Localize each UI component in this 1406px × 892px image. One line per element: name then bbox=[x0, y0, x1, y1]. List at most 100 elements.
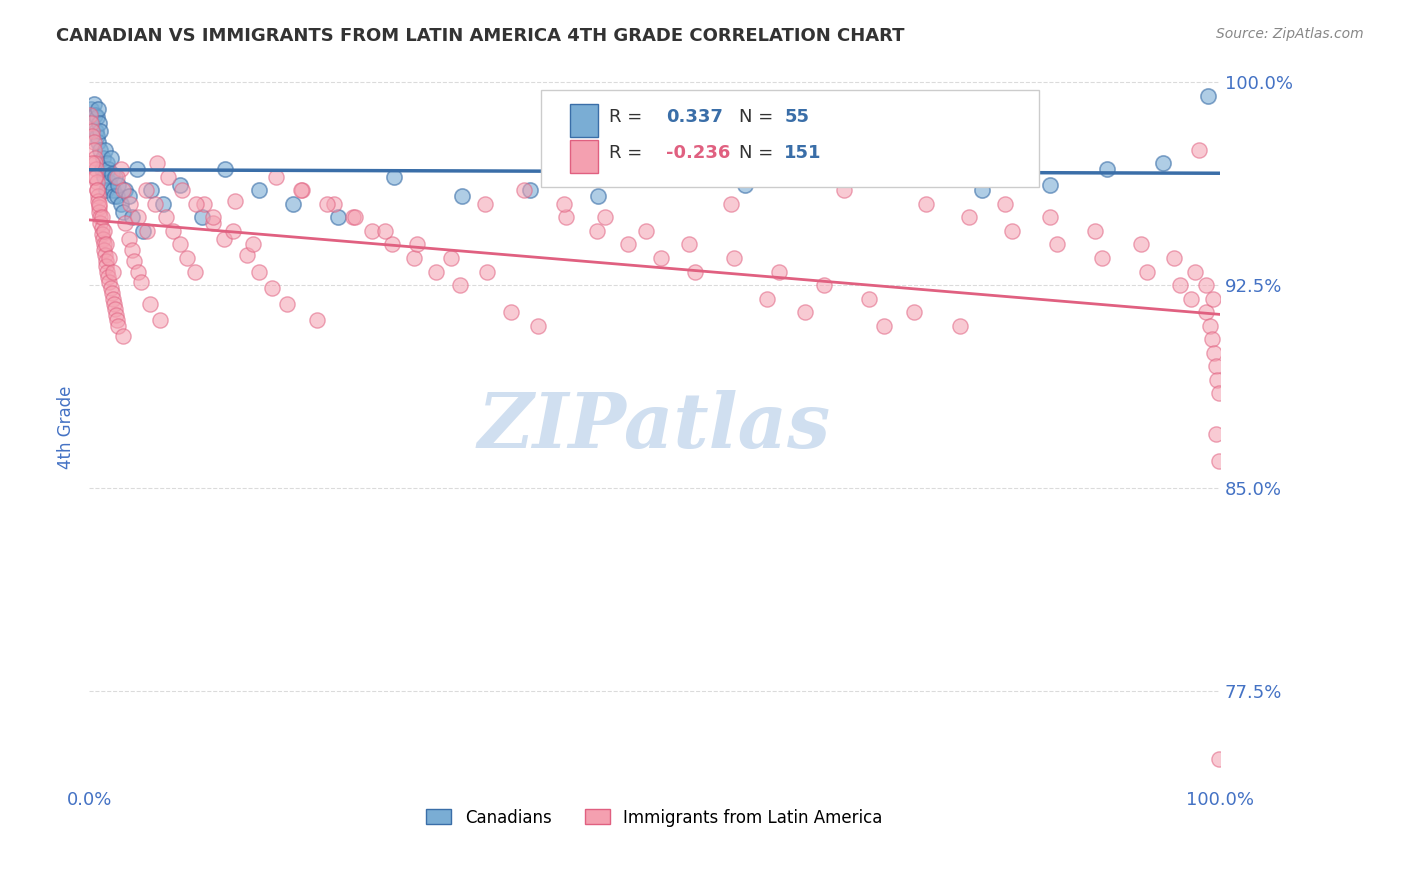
Text: R =: R = bbox=[609, 108, 648, 127]
Point bbox=[381, 237, 404, 252]
Point bbox=[1206, 373, 1229, 387]
Text: -0.236: -0.236 bbox=[665, 145, 730, 162]
Point bbox=[107, 318, 129, 333]
Point bbox=[79, 107, 101, 121]
Point bbox=[170, 183, 193, 197]
Point bbox=[100, 151, 122, 165]
Point bbox=[127, 264, 149, 278]
Point bbox=[221, 224, 243, 238]
Point bbox=[146, 156, 169, 170]
Text: 0.337: 0.337 bbox=[665, 108, 723, 127]
Point bbox=[1180, 292, 1202, 306]
Point bbox=[89, 211, 111, 225]
Point bbox=[169, 237, 191, 252]
Point bbox=[290, 183, 312, 197]
Point bbox=[214, 161, 236, 176]
Point bbox=[402, 251, 425, 265]
Point bbox=[858, 292, 880, 306]
Point bbox=[101, 183, 124, 197]
Point bbox=[1208, 752, 1230, 766]
Point bbox=[82, 124, 104, 138]
Point bbox=[593, 211, 616, 225]
Point bbox=[98, 251, 121, 265]
Point bbox=[104, 169, 127, 184]
Point bbox=[281, 197, 304, 211]
Y-axis label: 4th Grade: 4th Grade bbox=[58, 385, 75, 469]
Point bbox=[1188, 143, 1211, 157]
Point bbox=[83, 107, 105, 121]
Point bbox=[636, 224, 658, 238]
Point bbox=[1205, 359, 1227, 374]
Point bbox=[125, 161, 148, 176]
Text: N =: N = bbox=[740, 108, 779, 127]
Point bbox=[169, 178, 191, 192]
Point bbox=[89, 143, 111, 157]
Point bbox=[107, 178, 129, 192]
Point bbox=[683, 264, 706, 278]
Point bbox=[87, 135, 110, 149]
Point bbox=[291, 183, 314, 197]
Point bbox=[82, 156, 104, 170]
Point bbox=[382, 169, 405, 184]
Point bbox=[84, 161, 107, 176]
Point bbox=[186, 197, 208, 211]
Point bbox=[93, 224, 115, 238]
Point bbox=[83, 156, 105, 170]
Point bbox=[891, 156, 914, 170]
Text: 55: 55 bbox=[785, 108, 810, 127]
Point bbox=[650, 251, 672, 265]
Point bbox=[307, 313, 329, 327]
Point bbox=[155, 211, 177, 225]
Point bbox=[224, 194, 246, 209]
Point bbox=[135, 224, 157, 238]
Legend: Canadians, Immigrants from Latin America: Canadians, Immigrants from Latin America bbox=[418, 800, 891, 835]
Point bbox=[149, 313, 172, 327]
Point bbox=[86, 175, 108, 189]
Point bbox=[83, 143, 105, 157]
Point bbox=[191, 211, 214, 225]
Point bbox=[89, 200, 111, 214]
Point bbox=[157, 169, 180, 184]
Point bbox=[98, 175, 121, 189]
Point bbox=[141, 183, 163, 197]
Point bbox=[1046, 237, 1069, 252]
Point bbox=[105, 313, 128, 327]
Bar bbox=[569, 140, 598, 172]
Point bbox=[499, 305, 522, 319]
Point bbox=[1198, 318, 1220, 333]
Point bbox=[1195, 278, 1218, 293]
Point bbox=[105, 308, 128, 322]
Point bbox=[202, 216, 225, 230]
Point bbox=[80, 102, 103, 116]
Point bbox=[91, 232, 114, 246]
Point bbox=[100, 281, 122, 295]
Point bbox=[873, 318, 896, 333]
Point bbox=[1208, 454, 1230, 468]
Point bbox=[89, 197, 111, 211]
Point bbox=[475, 264, 498, 278]
Point bbox=[1201, 332, 1223, 346]
Point bbox=[93, 169, 115, 184]
Point bbox=[143, 197, 166, 211]
Point bbox=[94, 143, 117, 157]
Point bbox=[264, 169, 287, 184]
Point bbox=[527, 318, 550, 333]
Point bbox=[87, 102, 110, 116]
Point bbox=[90, 211, 112, 225]
Point bbox=[114, 216, 136, 230]
Point bbox=[89, 205, 111, 219]
Point bbox=[105, 188, 128, 202]
Point bbox=[94, 183, 117, 197]
Point bbox=[1163, 251, 1185, 265]
Point bbox=[184, 264, 207, 278]
Point bbox=[1095, 161, 1118, 176]
Point bbox=[86, 183, 108, 197]
Text: 151: 151 bbox=[785, 145, 823, 162]
Point bbox=[83, 151, 105, 165]
Point bbox=[87, 188, 110, 202]
Point bbox=[343, 211, 366, 225]
Point bbox=[93, 243, 115, 257]
Point bbox=[94, 248, 117, 262]
Point bbox=[104, 302, 127, 317]
Point bbox=[103, 297, 125, 311]
